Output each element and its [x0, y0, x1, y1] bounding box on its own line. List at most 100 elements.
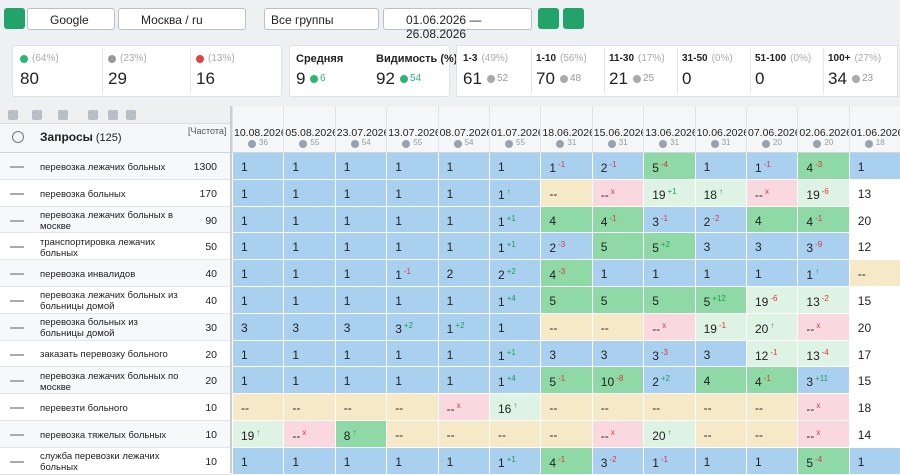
date-header-bg [232, 106, 284, 153]
position: 4 [806, 214, 814, 229]
tool-icon[interactable] [108, 110, 118, 120]
position: -- [600, 401, 609, 416]
position-cell: 1 [232, 153, 284, 180]
row-handle[interactable] [10, 219, 24, 222]
position-cell: 13 -2 [797, 287, 849, 314]
row-handle[interactable] [10, 407, 24, 410]
position-delta: +1 [506, 347, 516, 357]
position-cell: 1 +4 [489, 367, 541, 395]
position: 2 [652, 375, 659, 390]
row-handle[interactable] [10, 273, 24, 276]
position-cell: 3 [283, 313, 335, 341]
position: -- [446, 402, 455, 417]
date-header-bg [386, 106, 438, 153]
query-text: заказать перевозку больного [40, 349, 168, 361]
position-delta: ↑ [513, 401, 518, 411]
date-header-bg [540, 106, 592, 153]
position-cell: -- [437, 421, 489, 448]
card-value: 9 [296, 69, 306, 88]
position: 4 [549, 213, 557, 228]
position: 3 [343, 320, 351, 335]
tool-icon[interactable] [58, 110, 68, 120]
trend-icon [108, 55, 116, 63]
divider [823, 48, 824, 94]
row-handle[interactable] [10, 380, 24, 383]
position: 1 [241, 267, 248, 282]
date-icon [402, 140, 411, 148]
row-handle[interactable] [10, 300, 24, 302]
position-cell: -- [232, 394, 284, 421]
position-cell: 1 [232, 206, 284, 234]
position-delta: +2 [660, 240, 670, 250]
row-left [0, 179, 230, 207]
position-cell: -- [386, 394, 438, 421]
tool-icon[interactable] [88, 110, 98, 120]
position: 1 [395, 294, 402, 308]
position-cell: 1 ↑ [489, 179, 541, 207]
position: -- [806, 402, 815, 417]
position-cell: 3 [694, 233, 746, 261]
position: -- [600, 320, 609, 335]
position: 1 [395, 454, 402, 469]
divider [604, 48, 605, 94]
tool-icon[interactable] [126, 110, 136, 120]
position-cell: 19 -6 [797, 179, 849, 207]
position: 12 [755, 348, 769, 363]
row-handle[interactable] [10, 326, 24, 329]
position: 20 [857, 213, 872, 228]
position: 19 [806, 187, 820, 202]
query-text: служба перевозки лежачих больных [40, 451, 160, 474]
position-cell: 1 [694, 260, 746, 287]
card-value: 21 [609, 69, 628, 88]
position: 10 [600, 375, 615, 390]
position: 1 [703, 160, 711, 174]
row-handle[interactable] [10, 192, 24, 195]
position: -- [395, 428, 404, 442]
position: 14 [857, 428, 872, 442]
position: 1 [446, 294, 454, 308]
range-label: 31-50 (0%) [682, 53, 733, 64]
position-cell: 1 [334, 206, 387, 234]
engine-select[interactable]: Google [27, 8, 115, 30]
refresh-button[interactable] [4, 8, 25, 29]
position-cell: 1 [437, 340, 489, 368]
date-header-bg [283, 106, 335, 153]
position-cell: 4 -3 [540, 260, 592, 287]
position: 3 [806, 241, 814, 256]
position-cell: -- x [746, 179, 798, 207]
position-delta: -9 [815, 240, 823, 250]
position-delta: x [456, 401, 461, 411]
position: 5 [600, 294, 608, 308]
row-handle[interactable] [10, 353, 24, 356]
tool-icon[interactable] [8, 110, 18, 120]
card-change: 48 [570, 73, 582, 84]
row-handle[interactable] [10, 434, 24, 436]
position-cell: 4 -3 [797, 153, 849, 180]
position: -- [600, 429, 609, 443]
tool-icon[interactable] [32, 110, 42, 120]
position-cell: 1 [437, 447, 489, 475]
position: 19 [652, 187, 666, 202]
row-handle[interactable] [10, 166, 24, 168]
position-delta: -1 [763, 374, 771, 384]
position: 5 [600, 240, 608, 255]
date-count: 36 [259, 138, 268, 147]
row-handle[interactable] [10, 246, 24, 249]
position: 3 [600, 347, 608, 362]
export-button[interactable] [563, 8, 584, 29]
settings-button[interactable] [538, 8, 559, 29]
position: 1 [241, 454, 248, 469]
position-cell: 1 [232, 287, 284, 314]
row-handle[interactable] [10, 460, 24, 463]
position: 1 [703, 267, 711, 282]
region-select[interactable]: Москва / ru [118, 8, 246, 30]
position-delta: ↑ [770, 320, 775, 330]
range-label: 100+ (27%) [828, 53, 881, 64]
group-select[interactable]: Все группы [264, 8, 379, 30]
position-delta: -3 [660, 347, 668, 357]
date-range[interactable]: 01.06.2026 — 26.08.2026 [383, 8, 532, 41]
position-delta: +1 [506, 213, 516, 223]
position-cell: 1 +2 [437, 313, 489, 341]
position-cell: 1 [386, 340, 438, 368]
position: 5 [652, 294, 659, 308]
